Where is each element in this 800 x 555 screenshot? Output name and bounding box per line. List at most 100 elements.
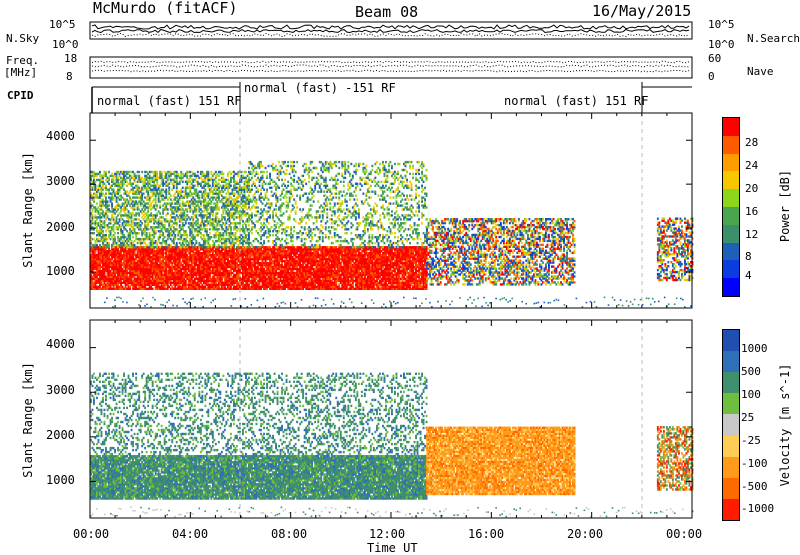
heat-cell [183, 287, 186, 290]
heat-cell [214, 256, 217, 259]
heat-cell [159, 273, 162, 277]
heat-cell [135, 254, 138, 257]
heat-cell [311, 283, 314, 286]
heat-cell [210, 259, 213, 263]
heat-cell [151, 257, 154, 261]
heat-cell [141, 254, 144, 257]
heat-cell [186, 261, 189, 265]
heat-cell [147, 277, 150, 281]
heat-cell [133, 273, 136, 277]
heat-cell [339, 281, 342, 284]
heat-cell [94, 271, 97, 275]
heat-cell [252, 257, 255, 261]
heat-cell [329, 277, 332, 281]
heat-cell [214, 252, 217, 255]
heat-cell [123, 263, 125, 267]
heat-cell [178, 250, 181, 253]
heat-cell [344, 259, 347, 263]
heat-cell [282, 269, 285, 273]
heat-cell [156, 261, 159, 265]
heat-cell [330, 275, 333, 279]
heat-cell [204, 279, 207, 283]
heat-cell [299, 259, 302, 263]
heat-cell [356, 273, 359, 277]
heat-cell [275, 287, 277, 290]
heat-cell [118, 259, 121, 263]
heat-cell [205, 273, 208, 277]
heat-cell [252, 271, 255, 275]
heat-cell [300, 252, 303, 255]
heat-cell [129, 252, 131, 255]
heat-cell [159, 254, 162, 257]
heat-cell [100, 257, 103, 261]
heat-cell [353, 267, 356, 271]
heat-cell [132, 283, 134, 286]
heat-cell [148, 287, 151, 290]
heat-cell [178, 256, 181, 259]
heat-cell [272, 279, 274, 283]
heat-cell [102, 275, 104, 279]
heat-cell [127, 263, 130, 267]
heat-cell [225, 248, 228, 251]
heat-cell [326, 281, 329, 284]
heat-cell [261, 259, 264, 263]
heat-cell [174, 261, 177, 265]
heat-cell [329, 269, 332, 273]
heat-cell [350, 275, 353, 279]
heat-cell [177, 279, 180, 283]
heat-cell [205, 277, 208, 281]
heat-cell [258, 263, 261, 267]
heat-cell [217, 257, 220, 261]
heat-cell [108, 248, 110, 251]
heat-cell [222, 287, 225, 290]
heat-cell [227, 281, 229, 284]
heat-cell [287, 281, 290, 284]
heat-cell [351, 275, 354, 279]
heat-cell [210, 281, 213, 284]
heat-cell [163, 285, 166, 288]
heat-cell [211, 248, 214, 251]
heat-cell [245, 269, 247, 273]
heat-cell [183, 283, 186, 286]
heat-cell [153, 252, 156, 255]
heat-cell [202, 259, 205, 263]
heat-cell [282, 265, 285, 269]
heat-cell [353, 271, 356, 275]
heat-cell [210, 283, 213, 286]
heat-cell [162, 259, 165, 263]
heat-cell [242, 269, 244, 273]
heat-cell [90, 257, 92, 261]
heat-cell [285, 283, 288, 286]
heat-cell [306, 273, 309, 277]
heat-cell [178, 281, 181, 284]
heat-cell [184, 281, 187, 284]
heat-cell [284, 279, 286, 283]
heat-cell [97, 259, 100, 263]
heat-cell [230, 287, 232, 290]
heat-cell [117, 283, 119, 286]
heat-cell [166, 277, 169, 281]
heat-cell [276, 254, 279, 257]
heat-cell [243, 254, 246, 257]
heat-cell [273, 261, 276, 265]
heat-cell [236, 269, 238, 273]
heat-cell [148, 256, 151, 259]
heat-cell [126, 265, 128, 269]
heat-cell [165, 263, 168, 267]
heat-cell [177, 269, 180, 273]
heat-cell [342, 285, 345, 288]
heat-cell [300, 271, 303, 275]
heat-cell [156, 252, 159, 255]
heat-cell [306, 254, 309, 257]
heat-cell [269, 271, 271, 275]
heat-cell [106, 200, 109, 203]
heat-cell [192, 287, 195, 290]
heat-cell [163, 283, 166, 286]
heat-cell [189, 277, 192, 281]
heat-cell [347, 267, 350, 271]
heat-cell [228, 279, 231, 283]
heat-cell [306, 252, 309, 255]
heat-cell [220, 271, 223, 275]
heat-cell [284, 254, 286, 257]
heat-cell [344, 283, 347, 286]
